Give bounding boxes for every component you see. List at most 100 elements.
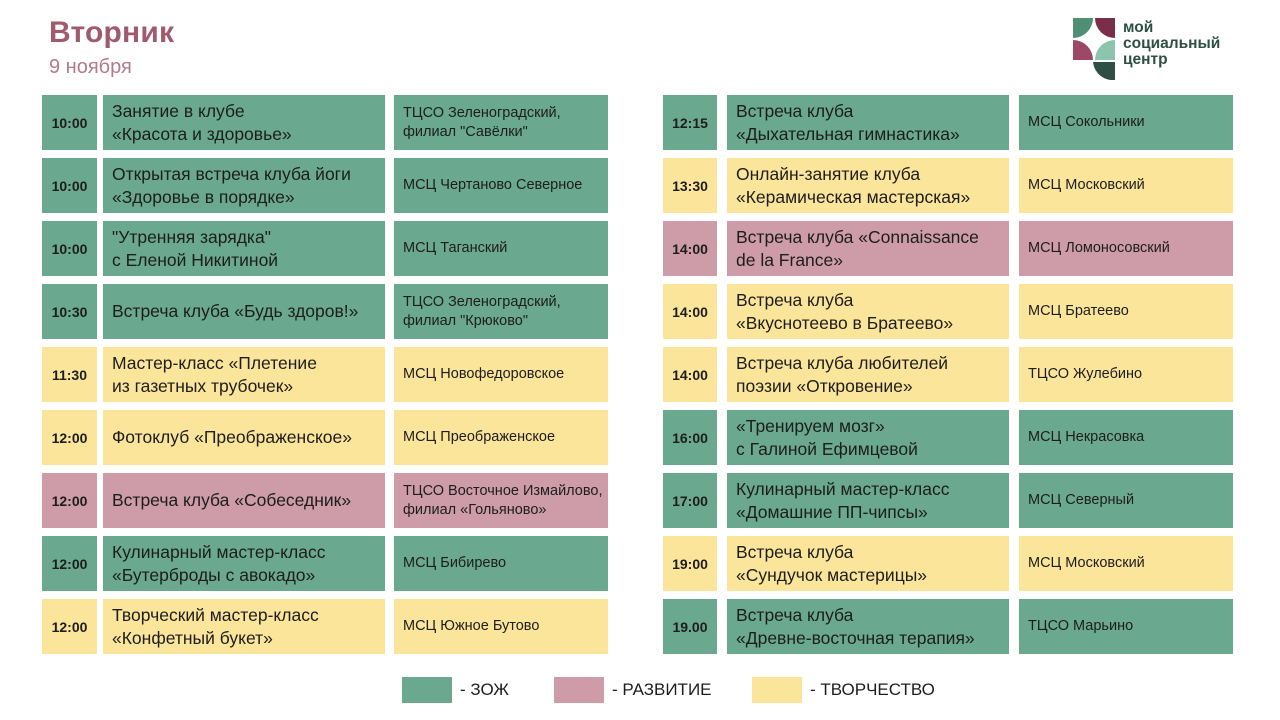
- event-title: Творческий мастер-класс «Конфетный букет»: [103, 599, 385, 654]
- logo-text: мой социальный центр: [1123, 19, 1221, 68]
- event-title: Мастер-класс «Плетение из газетных трубоч…: [103, 347, 385, 402]
- event-time: 10:00: [42, 95, 97, 150]
- event-title: Встреча клуба «Connaissance de la France»: [727, 221, 1009, 276]
- event-venue: МСЦ Некрасовка: [1019, 410, 1233, 465]
- event-title-line: Встреча клуба любителей: [736, 352, 949, 373]
- event-title-line: Открытая встреча клуба йоги: [112, 163, 351, 184]
- event-title-line: Встреча клуба: [736, 604, 854, 625]
- event-title: Занятие в клубе «Красота и здоровье»: [103, 95, 385, 150]
- event-time: 14:00: [663, 221, 717, 276]
- event-time: 12:00: [42, 599, 97, 654]
- logo: мой социальный центр: [1073, 18, 1243, 82]
- event-title-line: «Керамическая мастерская»: [736, 186, 971, 207]
- event-title-line: Занятие в клубе: [112, 100, 245, 121]
- event-title-line: с Еленой Никитиной: [112, 249, 279, 270]
- event-venue: МСЦ Братеево: [1019, 284, 1233, 339]
- legend-label: - ТВОРЧЕСТВО: [810, 680, 935, 699]
- event-venue: МСЦ Преображенское: [394, 410, 608, 465]
- event-title: Встреча клуба любителей поэзии «Откровени…: [727, 347, 1009, 402]
- event-title-line: с Галиной Ефимцевой: [736, 438, 918, 459]
- event-title: "Утренняя зарядка" с Еленой Никитиной: [103, 221, 385, 276]
- event-venue: МСЦ Чертаново Северное: [394, 158, 608, 213]
- event-venue: МСЦ Московский: [1019, 158, 1233, 213]
- event-title: Открытая встреча клуба йоги «Здоровье в п…: [103, 158, 385, 213]
- legend-item-zozh: - ЗОЖ: [402, 677, 509, 703]
- event-title: Фотоклуб «Преображенское»: [103, 410, 385, 465]
- page-date: 9 ноября: [49, 56, 132, 78]
- event-title-line: Кулинарный мастер-класс: [736, 478, 950, 499]
- legend-swatch: [752, 677, 802, 703]
- event-title-line: Кулинарный мастер-класс: [112, 541, 326, 562]
- event-title: Встреча клуба «Собеседник»: [103, 473, 385, 528]
- event-venue: МСЦ Южное Бутово: [394, 599, 608, 654]
- legend-swatch: [554, 677, 604, 703]
- event-title-line: Мастер-класс «Плетение: [112, 352, 317, 373]
- event-venue: ТЦСО Зеленоградский, филиал "Крюково": [394, 284, 608, 339]
- event-venue: МСЦ Бибирево: [394, 536, 608, 591]
- event-venue: МСЦ Северный: [1019, 473, 1233, 528]
- event-time: 10:30: [42, 284, 97, 339]
- event-time: 12:00: [42, 410, 97, 465]
- event-title-line: "Утренняя зарядка": [112, 226, 271, 247]
- legend-label: - ЗОЖ: [460, 680, 510, 699]
- event-title-line: Фотоклуб «Преображенское»: [112, 427, 353, 447]
- event-title: Кулинарный мастер-класс «Домашние ПП-чипс…: [727, 473, 1009, 528]
- event-title-line: «Красота и здоровье»: [112, 123, 292, 144]
- event-venue: МСЦ Таганский: [394, 221, 608, 276]
- event-title-line: Онлайн-занятие клуба: [736, 163, 921, 184]
- logo-mark-icon: [1073, 18, 1115, 80]
- event-time: 12:00: [42, 536, 97, 591]
- event-time: 14:00: [663, 284, 717, 339]
- event-time: 19.00: [663, 599, 717, 654]
- legend-item-tvorchestvo: - ТВОРЧЕСТВО: [752, 677, 935, 703]
- legend-swatch: [402, 677, 452, 703]
- event-time: 16:00: [663, 410, 717, 465]
- event-time: 12:00: [42, 473, 97, 528]
- event-time: 14:00: [663, 347, 717, 402]
- event-title-line: Встреча клуба: [736, 100, 854, 121]
- event-title-line: Творческий мастер-класс: [112, 604, 319, 625]
- legend-item-razvitie: - РАЗВИТИЕ: [554, 677, 712, 703]
- event-title-line: Встреча клуба «Будь здоров!»: [112, 301, 359, 321]
- event-venue: ТЦСО Марьино: [1019, 599, 1233, 654]
- event-time: 11:30: [42, 347, 97, 402]
- event-title-line: «Бутерброды с авокадо»: [112, 564, 316, 585]
- event-time: 10:00: [42, 221, 97, 276]
- event-title: Встреча клуба «Вкуснотеево в Братеево»: [727, 284, 1009, 339]
- event-title-line: «Тренируем мозг»: [736, 415, 885, 436]
- event-title: Встреча клуба «Дыхательная гимнастика»: [727, 95, 1009, 150]
- event-title: Онлайн-занятие клуба «Керамическая мастер…: [727, 158, 1009, 213]
- event-time: 17:00: [663, 473, 717, 528]
- event-title-line: «Дыхательная гимнастика»: [736, 123, 960, 144]
- event-title-line: Встреча клуба «Собеседник»: [112, 490, 352, 510]
- event-title-line: Встреча клуба: [736, 541, 854, 562]
- event-title-line: «Конфетный букет»: [112, 627, 273, 648]
- event-title-line: Встреча клуба «Connaissance: [736, 226, 979, 247]
- event-title-line: поэзии «Откровение»: [736, 375, 913, 396]
- event-title-line: из газетных трубочек»: [112, 375, 294, 396]
- event-time: 10:00: [42, 158, 97, 213]
- event-title-line: «Древне-восточная терапия»: [736, 627, 975, 648]
- page-title: Вторник: [49, 16, 175, 49]
- legend-label: - РАЗВИТИЕ: [612, 680, 712, 699]
- event-time: 12:15: [663, 95, 717, 150]
- event-time: 19:00: [663, 536, 717, 591]
- event-title: Встреча клуба «Древне-восточная терапия»: [727, 599, 1009, 654]
- event-venue: ТЦСО Жулебино: [1019, 347, 1233, 402]
- event-title: Кулинарный мастер-класс «Бутерброды с аво…: [103, 536, 385, 591]
- event-title-line: «Сундучок мастерицы»: [736, 564, 928, 585]
- event-title-line: «Вкуснотеево в Братеево»: [736, 312, 954, 333]
- event-venue: ТЦСО Восточное Измайлово, филиал «Гольян…: [394, 473, 608, 528]
- event-venue: МСЦ Ломоносовский: [1019, 221, 1233, 276]
- event-venue: ТЦСО Зеленоградский, филиал "Савёлки": [394, 95, 608, 150]
- event-title: Встреча клуба «Будь здоров!»: [103, 284, 385, 339]
- event-venue: МСЦ Сокольники: [1019, 95, 1233, 150]
- event-title: «Тренируем мозг» с Галиной Ефимцевой: [727, 410, 1009, 465]
- event-venue: МСЦ Московский: [1019, 536, 1233, 591]
- event-venue: МСЦ Новофедоровское: [394, 347, 608, 402]
- event-title-line: «Здоровье в порядке»: [112, 186, 295, 207]
- legend: - ЗОЖ - РАЗВИТИЕ - ТВОРЧЕСТВО: [0, 677, 1280, 705]
- event-title: Встреча клуба «Сундучок мастерицы»: [727, 536, 1009, 591]
- event-time: 13:30: [663, 158, 717, 213]
- event-title-line: de la France»: [736, 249, 844, 270]
